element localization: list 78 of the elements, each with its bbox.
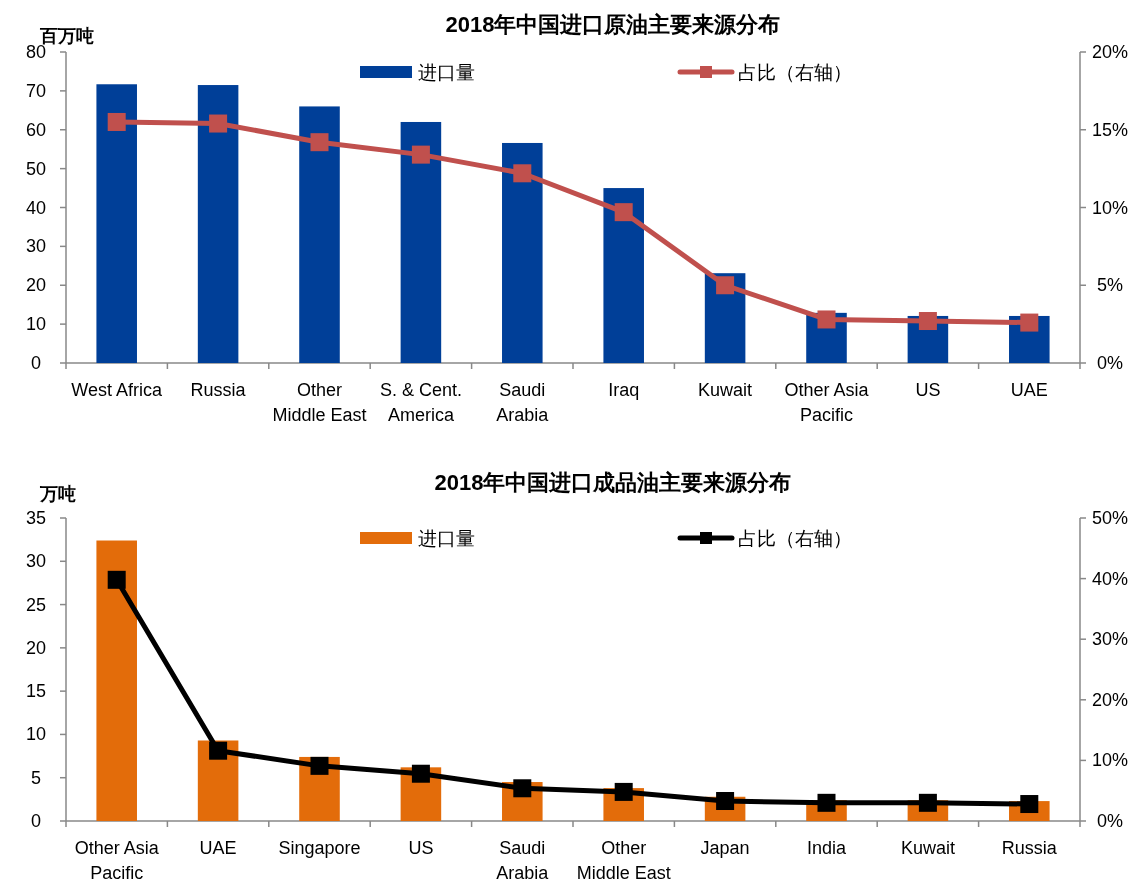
y2-tick-label: 5% (1096, 275, 1124, 296)
y-tick-label: 40 (25, 197, 47, 218)
x-tick-label: Singapore (278, 838, 361, 858)
x-tick-label: UAE (1010, 380, 1048, 400)
legend-label: 进口量 (418, 62, 475, 83)
x-tick-label: Kuwait (698, 380, 753, 400)
bar (96, 540, 137, 821)
bar (197, 85, 239, 363)
y-axis-title: 万吨 (39, 484, 76, 504)
point (817, 310, 836, 329)
y2-tick-label: 0% (1096, 353, 1124, 373)
point (107, 570, 126, 589)
x-tick-label: US (408, 838, 434, 858)
y2-tick-label: 15% (1091, 119, 1129, 140)
bar (299, 106, 340, 363)
y-tick-label: 0 (30, 811, 42, 831)
y2-tick-label: 20% (1091, 42, 1129, 62)
x-tick-label: Russia (190, 380, 247, 400)
y-tick-label: 15 (25, 681, 47, 702)
point (513, 164, 532, 183)
legend-label: 占比（右轴） (738, 62, 852, 83)
legend-label: 进口量 (418, 528, 475, 549)
x-tick-label: Other Asia Pacific (784, 380, 870, 425)
y2-tick-label: 10% (1091, 750, 1129, 771)
y-tick-label: 70 (25, 80, 47, 101)
y-tick-label: 10 (25, 314, 47, 335)
y2-tick-label: 0% (1096, 811, 1124, 831)
y-tick-label: 10 (25, 724, 47, 745)
x-tick-label: Other Middle East (576, 838, 671, 883)
point (107, 112, 126, 131)
point (411, 764, 430, 783)
y-tick-label: 25 (25, 594, 47, 615)
y2-tick-label: 30% (1091, 629, 1129, 650)
y-tick-label: 0 (30, 353, 42, 373)
point (310, 133, 329, 152)
x-tick-label: Kuwait (900, 838, 955, 858)
point (310, 756, 329, 775)
x-tick-label: West Africa (71, 380, 164, 400)
x-tick-label: Other Middle East (272, 380, 367, 425)
point (918, 312, 937, 331)
point (411, 145, 430, 164)
point (513, 779, 532, 798)
x-tick-label: Saudi Arabia (496, 380, 550, 425)
x-tick-label: S. & Cent. America (379, 380, 462, 425)
y-tick-label: 60 (25, 119, 47, 140)
chart-title: 2018年中国进口成品油主要来源分布 (434, 470, 792, 495)
x-tick-label: Japan (700, 838, 750, 858)
y2-tick-label: 50% (1091, 508, 1129, 528)
x-tick-label: Saudi Arabia (496, 838, 550, 883)
y-tick-label: 5 (30, 767, 42, 788)
y-tick-label: 20 (25, 637, 47, 658)
y2-tick-label: 20% (1091, 689, 1129, 710)
point (1020, 313, 1039, 332)
legend-label: 占比（右轴） (738, 528, 852, 549)
y-tick-label: 35 (25, 508, 47, 528)
point (209, 114, 228, 133)
bar (400, 121, 442, 363)
x-tick-label: Iraq (608, 380, 640, 400)
y2-tick-label: 40% (1091, 568, 1129, 589)
point (614, 782, 633, 801)
chart-title: 2018年中国进口原油主要来源分布 (445, 12, 781, 37)
y-tick-label: 50 (25, 158, 47, 179)
x-tick-label: UAE (199, 838, 237, 858)
y-tick-label: 20 (25, 275, 47, 296)
y2-tick-label: 10% (1091, 197, 1129, 218)
x-tick-label: Other Asia Pacific (74, 838, 160, 883)
x-tick-label: Russia (1001, 838, 1058, 858)
point (209, 741, 228, 760)
x-tick-label: India (806, 838, 847, 858)
bar (96, 84, 137, 363)
point (716, 276, 735, 295)
y-axis-title: 百万吨 (39, 26, 94, 46)
bar (502, 142, 543, 363)
x-tick-label: US (915, 380, 941, 400)
y-tick-label: 30 (25, 236, 47, 257)
bar (603, 188, 644, 363)
point (614, 203, 633, 222)
y-tick-label: 30 (25, 551, 47, 572)
